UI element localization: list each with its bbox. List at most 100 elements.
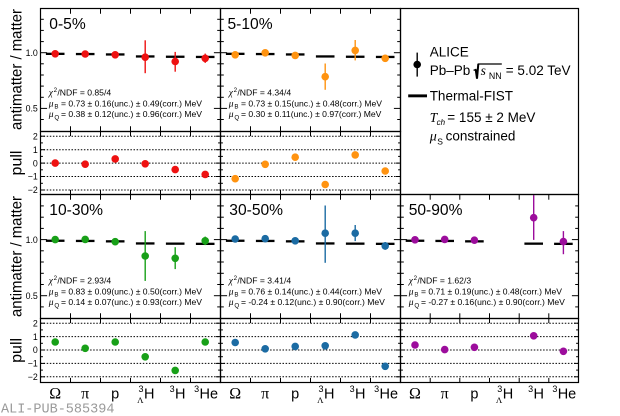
svg-text:3: 3	[552, 384, 557, 394]
svg-text:H: H	[355, 386, 365, 402]
svg-text:/NDF = 2.93/4: /NDF = 2.93/4	[57, 275, 111, 285]
svg-text:0-5%: 0-5%	[49, 16, 86, 33]
svg-text:p: p	[291, 386, 299, 402]
svg-text:0: 0	[33, 345, 38, 355]
svg-text:= 0.38 ± 0.12(unc.) ± 0.96(cor: = 0.38 ± 0.12(unc.) ± 0.96(corr.) MeV	[61, 109, 202, 119]
svg-text:μ: μ	[48, 99, 54, 109]
svg-text:= 0.30 ± 0.11(unc.) ± 0.97(cor: = 0.30 ± 0.11(unc.) ± 0.97(corr.) MeV	[241, 109, 382, 119]
svg-text:He: He	[380, 386, 399, 402]
svg-text:antimatter / matter: antimatter / matter	[8, 8, 25, 130]
svg-text:χ: χ	[48, 276, 54, 286]
svg-text:χ: χ	[408, 276, 414, 286]
svg-text:π: π	[441, 385, 449, 402]
svg-text:= 0.14 ± 0.07(unc.) ± 0.93(cor: = 0.14 ± 0.07(unc.) ± 0.93(corr.) MeV	[61, 297, 202, 307]
svg-text:= 5.02 TeV: = 5.02 TeV	[506, 63, 571, 78]
svg-text:Ω: Ω	[229, 385, 241, 402]
svg-text:30-50%: 30-50%	[229, 202, 283, 219]
svg-text:χ: χ	[228, 88, 234, 98]
svg-text:Thermal-FIST: Thermal-FIST	[430, 88, 513, 103]
svg-text:pull: pull	[8, 338, 25, 363]
svg-text:0: 0	[33, 158, 38, 168]
svg-text:χ: χ	[48, 88, 54, 98]
svg-text:ALI-PUB-585394: ALI-PUB-585394	[1, 403, 114, 416]
svg-text:Q: Q	[234, 115, 239, 122]
svg-text:/NDF = 1.62/3: /NDF = 1.62/3	[417, 275, 471, 285]
svg-text:/NDF = 0.85/4: /NDF = 0.85/4	[57, 87, 111, 97]
svg-text:B: B	[234, 292, 238, 299]
svg-text:0.5: 0.5	[26, 291, 38, 301]
svg-text:H: H	[175, 386, 185, 402]
svg-text:= 0.83 ± 0.09(unc.) ± 0.50(cor: = 0.83 ± 0.09(unc.) ± 0.50(corr.) MeV	[61, 286, 202, 296]
svg-text:He: He	[200, 386, 219, 402]
svg-text:μ: μ	[228, 287, 234, 297]
svg-text:−2: −2	[28, 372, 38, 382]
svg-text:10-30%: 10-30%	[49, 202, 103, 219]
svg-text:μ: μ	[228, 110, 234, 120]
svg-text:3: 3	[350, 384, 355, 394]
svg-text:π: π	[81, 385, 89, 402]
svg-text:Ω: Ω	[409, 385, 421, 402]
svg-text:2: 2	[414, 275, 418, 282]
svg-text:ALICE: ALICE	[430, 44, 469, 59]
svg-text:0.5: 0.5	[26, 104, 38, 114]
svg-text:p: p	[470, 386, 478, 402]
svg-text:μ: μ	[48, 287, 54, 297]
svg-text:2: 2	[54, 87, 58, 94]
svg-text:2: 2	[234, 87, 238, 94]
svg-text:s: s	[481, 63, 486, 78]
svg-text:−2: −2	[28, 185, 38, 195]
svg-text:μ: μ	[408, 298, 414, 308]
svg-text:= 0.71 ± 0.19(unc.) ± 0.48(cor: = 0.71 ± 0.19(unc.) ± 0.48(corr.) MeV	[421, 286, 562, 296]
svg-text:He: He	[558, 386, 577, 402]
svg-text:Λ: Λ	[496, 395, 503, 405]
svg-text:= -0.24 ± 0.12(unc.) ± 0.90(co: = -0.24 ± 0.12(unc.) ± 0.90(corr.) MeV	[241, 297, 385, 307]
svg-text:= 0.73 ± 0.16(unc.) ± 0.49(cor: = 0.73 ± 0.16(unc.) ± 0.49(corr.) MeV	[61, 98, 202, 108]
svg-text:T: T	[430, 110, 439, 125]
svg-text:Ω: Ω	[49, 385, 61, 402]
svg-text:3: 3	[170, 384, 175, 394]
svg-text:B: B	[414, 292, 418, 299]
svg-text:1: 1	[33, 332, 38, 342]
svg-text:= -0.27 ± 0.16(unc.) ± 0.90(co: = -0.27 ± 0.16(unc.) ± 0.90(corr.) MeV	[421, 297, 565, 307]
svg-text:p: p	[111, 386, 119, 402]
svg-text:μ: μ	[48, 110, 54, 120]
svg-text:= 155 ± 2 MeV: = 155 ± 2 MeV	[447, 110, 535, 125]
svg-text:= 0.76 ± 0.14(unc.) ± 0.44(cor: = 0.76 ± 0.14(unc.) ± 0.44(corr.) MeV	[241, 286, 382, 296]
svg-text:pull: pull	[8, 151, 25, 176]
svg-text:χ: χ	[228, 276, 234, 286]
svg-text:2: 2	[54, 275, 58, 282]
svg-text:ch: ch	[437, 118, 446, 127]
svg-text:2: 2	[234, 275, 238, 282]
svg-text:Pb–Pb: Pb–Pb	[430, 63, 471, 78]
svg-text:μ: μ	[228, 99, 234, 109]
svg-text:B: B	[234, 104, 238, 111]
svg-text:Q: Q	[234, 303, 239, 310]
svg-text:50-90%: 50-90%	[409, 202, 463, 219]
svg-text:3: 3	[528, 384, 533, 394]
svg-text:1: 1	[33, 145, 38, 155]
svg-text:antimatter / matter: antimatter / matter	[8, 195, 25, 317]
svg-text:Λ: Λ	[137, 395, 144, 405]
svg-text:μ: μ	[408, 287, 414, 297]
svg-text:H: H	[324, 386, 334, 402]
svg-text:2: 2	[33, 318, 38, 328]
svg-text:2: 2	[33, 131, 38, 141]
svg-text:1.0: 1.0	[26, 235, 38, 245]
svg-text:−1: −1	[28, 359, 38, 369]
svg-text:H: H	[144, 386, 154, 402]
svg-text:H: H	[534, 386, 544, 402]
svg-text:= 0.73 ± 0.15(unc.) ± 0.48(cor: = 0.73 ± 0.15(unc.) ± 0.48(corr.) MeV	[241, 98, 382, 108]
svg-text:3: 3	[138, 384, 143, 394]
svg-text:B: B	[54, 292, 58, 299]
svg-text:H: H	[503, 386, 513, 402]
svg-text:/NDF = 4.34/4: /NDF = 4.34/4	[237, 87, 291, 97]
svg-text:−1: −1	[28, 172, 38, 182]
svg-text:5-10%: 5-10%	[228, 16, 273, 33]
svg-text:3: 3	[497, 384, 502, 394]
svg-text:Q: Q	[414, 303, 419, 310]
svg-text:μ: μ	[48, 298, 54, 308]
svg-text:3: 3	[318, 384, 323, 394]
svg-text:Q: Q	[54, 115, 59, 122]
svg-text:Λ: Λ	[317, 395, 324, 405]
svg-text:/NDF = 3.41/4: /NDF = 3.41/4	[237, 275, 291, 285]
